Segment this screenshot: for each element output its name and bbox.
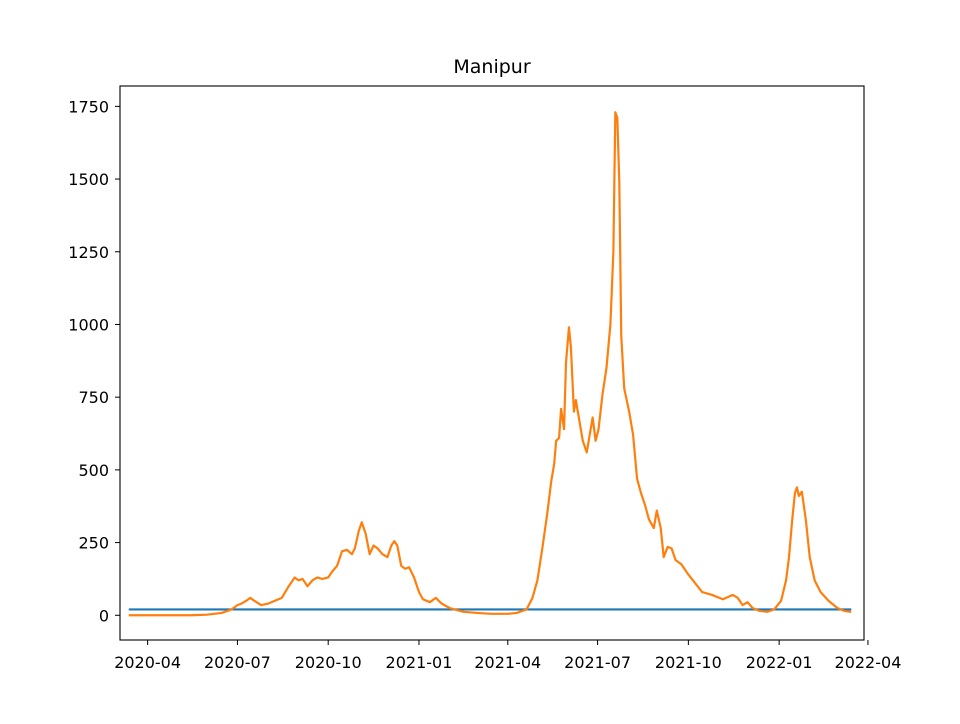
x-axis: 2020-04 2020-07 2020-10 2021-01 2021-04 2021-… [114,640,901,672]
y-tick-label: 750 [78,388,109,407]
y-tick-label: 0 [99,606,109,625]
x-tick-label: 2021-04 [474,653,541,672]
x-tick-label: 2021-01 [386,653,453,672]
x-tick-label: 2022-04 [835,653,902,672]
y-tick-label: 250 [78,534,109,553]
x-tick-label: 2021-10 [655,653,722,672]
x-tick-label: 2020-04 [114,653,181,672]
y-tick-label: 1750 [68,97,109,116]
y-tick-label: 500 [78,461,109,480]
x-tick-label: 2020-07 [204,653,271,672]
y-tick-label: 1250 [68,243,109,262]
x-tick-label: 2020-10 [295,653,362,672]
y-tick-label: 1000 [68,315,109,334]
y-axis: 0 250 500 750 1000 1250 1500 1750 [68,97,120,625]
series-layer [128,111,852,617]
plot-area-frame [119,85,865,641]
x-tick-label: 2021-07 [564,653,631,672]
chart-title: Manipur [453,56,530,78]
y-tick-label: 1500 [68,170,109,189]
series-line-2 [128,111,852,617]
x-tick-label: 2022-01 [746,653,813,672]
